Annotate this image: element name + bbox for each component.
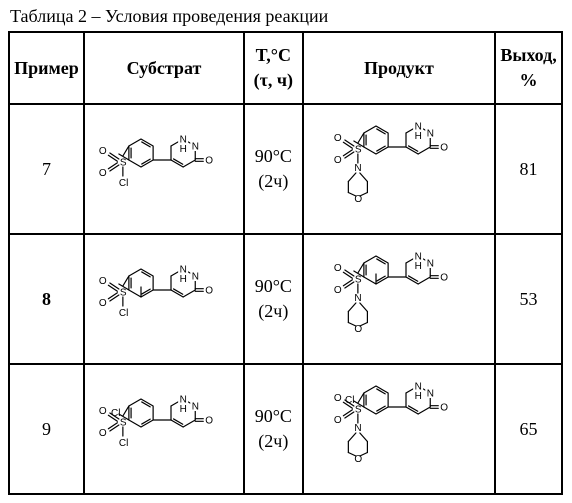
svg-text:O: O: [99, 298, 107, 309]
svg-text:O: O: [99, 146, 107, 157]
table-header-row: Пример Субстрат T,°C (τ, ч) Продукт Выхо…: [9, 32, 562, 104]
header-substrate: Субстрат: [84, 32, 244, 104]
cell-temperature: 90°C(2ч): [244, 104, 303, 234]
cell-example: 9: [9, 364, 84, 494]
cell-substrate: ONNHSOOCl: [84, 104, 244, 234]
table-row: 7ONNHSOOCl90°C(2ч)ONNHSOONO81: [9, 104, 562, 234]
temp-value: 90°C: [245, 404, 302, 429]
svg-text:H: H: [180, 144, 187, 155]
header-temperature: T,°C (τ, ч): [244, 32, 303, 104]
svg-text:H: H: [180, 404, 187, 415]
time-value: (2ч): [245, 299, 302, 324]
cell-yield: 65: [495, 364, 562, 494]
svg-text:N: N: [427, 129, 434, 140]
svg-text:N: N: [192, 142, 199, 153]
header-product: Продукт: [303, 32, 495, 104]
svg-text:O: O: [334, 415, 342, 426]
cell-product: ClONNHSOONO: [303, 364, 495, 494]
table-row: 8ONNHSOOCl90°C(2ч)ONNHSOONO53: [9, 234, 562, 364]
cell-substrate: ClONNHSOOCl: [84, 364, 244, 494]
table-row: 9ClONNHSOOCl90°C(2ч)ClONNHSOONO65: [9, 364, 562, 494]
header-yield-line2: %: [496, 68, 561, 93]
svg-text:O: O: [334, 393, 342, 404]
svg-text:O: O: [99, 428, 107, 439]
substrate-structure: ClONNHSOOCl: [85, 365, 243, 493]
svg-text:Cl: Cl: [119, 308, 128, 319]
cell-product: ONNHSOONO: [303, 234, 495, 364]
svg-text:O: O: [205, 416, 213, 427]
product-structure: ClONNHSOONO: [304, 365, 494, 493]
substrate-structure: ONNHSOOCl: [85, 105, 243, 233]
product-structure: ONNHSOONO: [304, 235, 494, 363]
svg-text:O: O: [354, 194, 362, 205]
svg-text:Cl: Cl: [119, 178, 128, 189]
time-value: (2ч): [245, 169, 302, 194]
svg-text:O: O: [354, 454, 362, 465]
svg-text:N: N: [354, 423, 361, 434]
svg-text:O: O: [440, 143, 448, 154]
header-example: Пример: [9, 32, 84, 104]
temp-value: 90°C: [245, 144, 302, 169]
cell-yield: 81: [495, 104, 562, 234]
svg-text:O: O: [334, 133, 342, 144]
time-value: (2ч): [245, 429, 302, 454]
header-temp-line1: T,°C: [245, 43, 302, 68]
product-structure: ONNHSOONO: [304, 105, 494, 233]
table-caption: Таблица 2 – Условия проведения реакции: [10, 6, 564, 27]
temp-value: 90°C: [245, 274, 302, 299]
header-yield-line1: Выход,: [496, 43, 561, 68]
svg-text:O: O: [205, 286, 213, 297]
svg-text:O: O: [334, 285, 342, 296]
cell-example: 7: [9, 104, 84, 234]
svg-text:H: H: [415, 261, 422, 272]
svg-text:O: O: [205, 156, 213, 167]
svg-text:O: O: [99, 168, 107, 179]
svg-text:H: H: [415, 131, 422, 142]
cell-example: 8: [9, 234, 84, 364]
svg-text:Cl: Cl: [119, 438, 128, 449]
svg-text:N: N: [354, 163, 361, 174]
substrate-structure: ONNHSOOCl: [85, 235, 243, 363]
svg-text:O: O: [99, 276, 107, 287]
cell-yield: 53: [495, 234, 562, 364]
svg-text:O: O: [440, 403, 448, 414]
svg-text:O: O: [99, 406, 107, 417]
reaction-table: Пример Субстрат T,°C (τ, ч) Продукт Выхо…: [8, 31, 563, 495]
svg-text:O: O: [440, 273, 448, 284]
svg-text:O: O: [334, 155, 342, 166]
header-yield: Выход, %: [495, 32, 562, 104]
svg-text:N: N: [354, 293, 361, 304]
cell-product: ONNHSOONO: [303, 104, 495, 234]
svg-text:O: O: [354, 324, 362, 335]
cell-substrate: ONNHSOOCl: [84, 234, 244, 364]
svg-text:H: H: [180, 274, 187, 285]
svg-text:N: N: [427, 259, 434, 270]
svg-text:O: O: [334, 263, 342, 274]
header-temp-line2: (τ, ч): [245, 68, 302, 93]
cell-temperature: 90°C(2ч): [244, 234, 303, 364]
svg-text:N: N: [192, 272, 199, 283]
svg-text:N: N: [427, 389, 434, 400]
svg-text:H: H: [415, 391, 422, 402]
cell-temperature: 90°C(2ч): [244, 364, 303, 494]
svg-text:N: N: [192, 402, 199, 413]
